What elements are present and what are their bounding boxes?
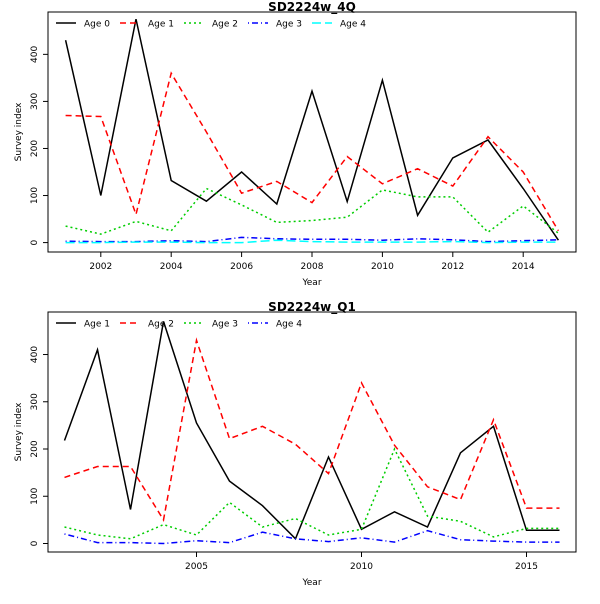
x-axis-label: Year [301,578,321,588]
x-tick-label: 2006 [230,262,253,272]
legend-label: Age 4 [276,320,302,330]
y-tick-label: 200 [30,440,40,457]
series-line-age-2 [64,337,560,522]
chart-top: SD2224w_4Q 2002 2004 2006 2008 2010 2012 2014 Ye… [14,0,577,288]
y-axis-label: Survey index [14,102,24,161]
y-tick-label: 400 [30,45,40,62]
series-line-age-1 [65,71,560,232]
legend-label: Age 1 [148,20,174,30]
legend-label: Age 4 [340,20,366,30]
series-line-age-3 [64,447,560,540]
chart-title: SD2224w_Q1 [268,300,356,315]
legend-label: Age 1 [84,320,110,330]
legend: Age 1 Age 2 Age 3 Age 4 [56,320,302,330]
x-tick-label: 2015 [515,562,538,572]
chart-bottom: SD2224w_Q1 2005 2010 2015 Year 0 100 200 300 400 S… [14,300,577,588]
x-axis-label: Year [301,278,321,288]
legend-label: Age 2 [148,320,174,330]
y-tick-label: 200 [30,140,40,157]
x-tick-label: 2010 [350,562,373,572]
legend: Age 0 Age 1 Age 2 Age 3 Age 4 [56,20,366,30]
y-tick-label: 400 [30,346,40,363]
series-line-age-4 [64,529,560,545]
y-tick-label: 100 [30,187,40,204]
x-tick-label: 2012 [441,262,464,272]
series-line-age-1 [63,321,560,541]
x-tick-label: 2002 [89,262,112,272]
legend-label: Age 2 [212,20,238,30]
series-line-age-2 [65,187,559,235]
y-tick-label: 300 [30,393,40,410]
series-line-age-4 [65,239,559,244]
x-tick-label: 2005 [185,562,208,572]
x-tick-label: 2010 [371,262,394,272]
legend-label: Age 3 [212,320,238,330]
x-tick-label: 2014 [512,262,535,272]
y-tick-label: 0 [30,540,40,546]
series-line-age-0 [64,18,560,241]
x-tick-label: 2004 [160,262,183,272]
x-tick-label: 2008 [301,262,324,272]
legend-label: Age 3 [276,20,302,30]
y-tick-label: 300 [30,93,40,110]
y-axis-label: Survey index [14,402,24,461]
series-line-age-3 [65,236,559,243]
y-tick-label: 100 [30,487,40,504]
plot-frame [47,11,577,253]
legend-label: Age 0 [84,20,110,30]
chart-title: SD2224w_4Q [268,0,356,15]
y-tick-label: 0 [30,239,40,245]
plot-frame [47,311,577,553]
